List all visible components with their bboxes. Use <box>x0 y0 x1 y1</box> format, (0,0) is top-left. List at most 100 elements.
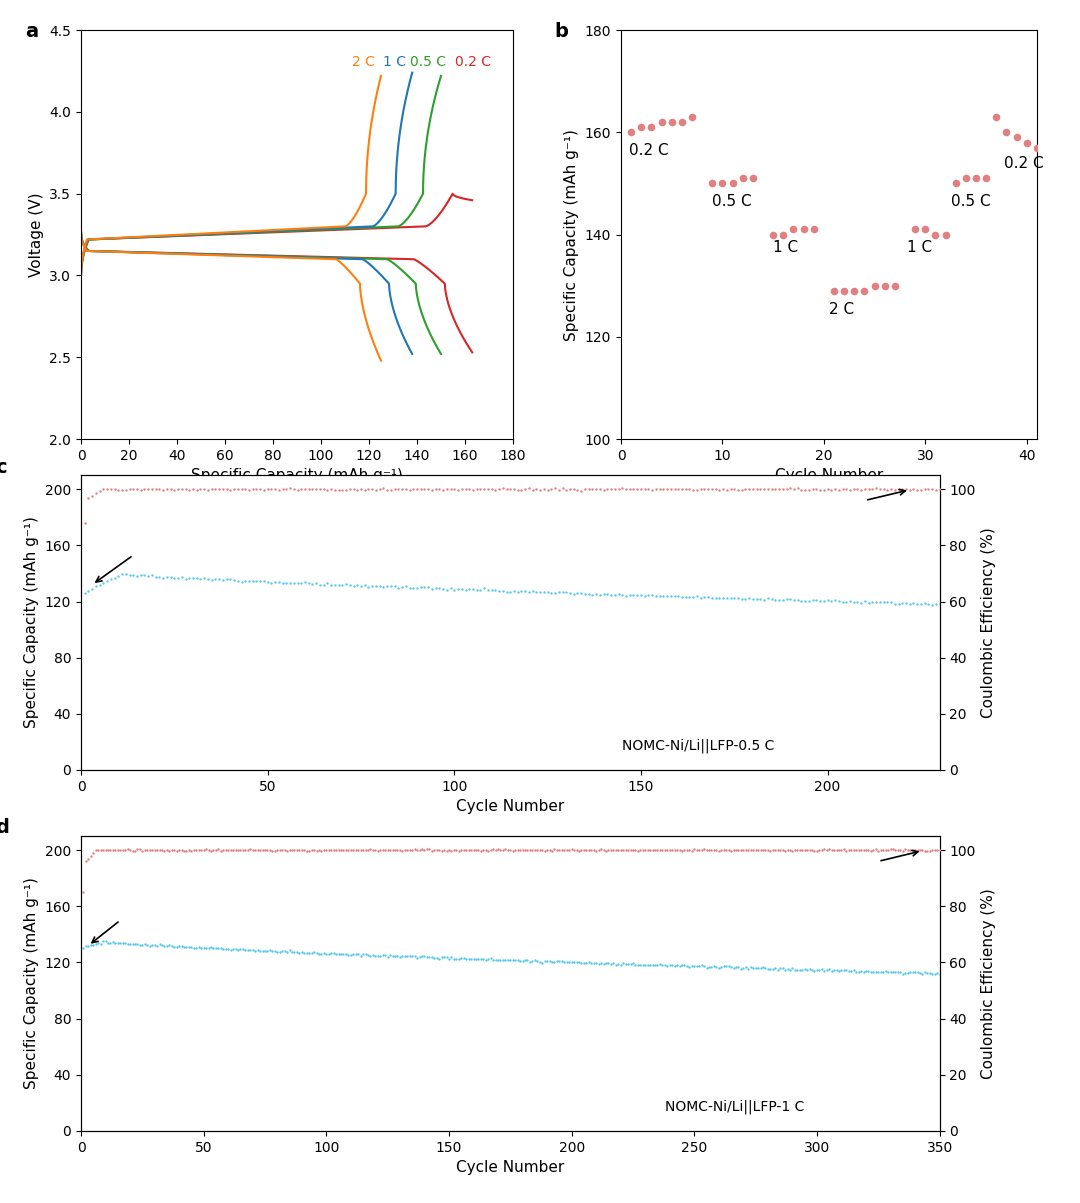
Point <box>397 480 415 499</box>
Point <box>233 480 251 499</box>
Point <box>632 840 649 859</box>
Point <box>778 589 795 609</box>
Point <box>794 960 811 979</box>
Point <box>94 931 111 950</box>
Point <box>489 950 507 970</box>
Point <box>234 940 252 959</box>
Point <box>139 567 157 586</box>
Point <box>823 592 840 611</box>
Point <box>507 950 524 970</box>
Point <box>203 570 220 589</box>
Point <box>124 934 141 953</box>
Point <box>882 840 900 859</box>
Point <box>394 947 411 966</box>
Point <box>521 582 538 602</box>
Point <box>890 594 907 614</box>
Point <box>95 574 112 593</box>
Point <box>912 964 929 983</box>
Point <box>778 479 795 498</box>
Point <box>485 950 502 970</box>
Point <box>396 947 414 966</box>
Point <box>178 937 195 956</box>
Point <box>852 593 869 612</box>
Point <box>475 579 492 598</box>
Point <box>117 480 134 499</box>
Y-axis label: Coulombic Efficiency (%): Coulombic Efficiency (%) <box>982 527 996 718</box>
Point <box>483 480 500 499</box>
Point <box>78 852 95 871</box>
Point <box>698 840 715 859</box>
Point <box>885 840 902 859</box>
Point <box>296 573 313 592</box>
Point <box>391 840 408 859</box>
Point <box>566 841 583 860</box>
Point <box>267 573 284 592</box>
Point <box>126 935 144 954</box>
Point <box>563 953 580 972</box>
Point <box>480 479 497 498</box>
Point <box>876 275 893 295</box>
Point <box>352 576 369 595</box>
Point <box>811 841 828 860</box>
Point <box>747 959 765 978</box>
Point <box>785 591 802 610</box>
Point <box>789 591 807 610</box>
Point <box>750 840 767 859</box>
Point <box>678 841 696 860</box>
Point <box>562 583 579 603</box>
Point <box>300 842 318 861</box>
Point <box>406 840 423 859</box>
Point <box>347 840 364 859</box>
Point <box>642 955 659 974</box>
Point <box>327 841 345 860</box>
Point <box>849 592 866 611</box>
Point <box>826 480 843 499</box>
Point <box>860 593 877 612</box>
Point <box>811 960 828 979</box>
Text: 2 C: 2 C <box>352 55 375 69</box>
Point <box>274 480 292 499</box>
Point <box>437 841 455 860</box>
Point <box>154 480 172 499</box>
Point <box>75 883 92 902</box>
Point <box>315 943 333 962</box>
Point <box>124 565 141 585</box>
Point <box>588 479 605 498</box>
Point <box>252 480 269 499</box>
Point <box>545 953 563 972</box>
Point <box>433 841 450 860</box>
Point <box>410 840 428 859</box>
Point <box>875 962 892 982</box>
Point <box>278 574 295 593</box>
Point <box>225 940 242 959</box>
Point <box>879 962 896 982</box>
Point <box>247 571 265 591</box>
Point <box>813 841 831 860</box>
Point <box>161 936 178 955</box>
Point <box>732 959 750 978</box>
Point <box>841 592 859 611</box>
Point <box>651 586 669 605</box>
Point <box>815 591 833 610</box>
Point <box>311 575 328 594</box>
Point <box>580 840 597 859</box>
Point <box>902 840 919 859</box>
Point <box>543 480 561 499</box>
Point <box>729 588 746 608</box>
Point <box>148 936 165 955</box>
Point <box>882 479 900 498</box>
Point <box>855 282 873 301</box>
Point <box>92 841 109 860</box>
Point <box>266 841 283 860</box>
Point <box>522 841 539 860</box>
Point <box>647 841 664 860</box>
Point <box>113 564 131 583</box>
Point <box>835 840 852 859</box>
Point <box>630 955 647 974</box>
Point <box>80 849 97 869</box>
Point <box>462 949 480 968</box>
Point <box>416 480 433 499</box>
Point <box>815 961 833 980</box>
Point <box>669 840 686 859</box>
Point <box>437 948 455 967</box>
